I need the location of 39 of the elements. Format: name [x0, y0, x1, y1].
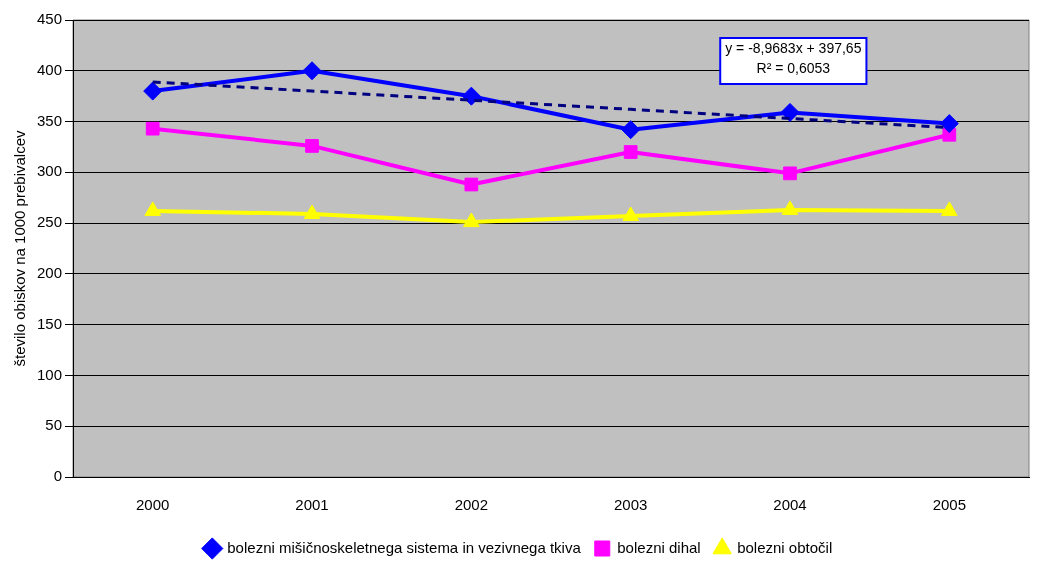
point — [461, 86, 481, 106]
x-tick-label: 2000 — [136, 496, 170, 514]
y-tick-label: 50 — [45, 416, 63, 434]
y-tick-label: 0 — [53, 467, 63, 485]
point — [780, 102, 800, 122]
point — [783, 166, 797, 181]
x-tick-label: 2003 — [613, 496, 648, 514]
point — [941, 201, 958, 216]
y-tick-label: 250 — [37, 213, 63, 231]
legend-label: bolezni obtočil — [737, 538, 833, 556]
legend-label: bolezni mišičnoskeletnega sistema in vezivnega tkiva — [227, 538, 582, 556]
point — [621, 120, 641, 140]
y-tick-label: 450 — [37, 10, 63, 28]
x-tick-label: 2004 — [773, 496, 807, 514]
y-tick-label: 300 — [37, 162, 63, 180]
point — [302, 61, 322, 81]
point — [303, 204, 321, 219]
y-tick-label: 150 — [37, 314, 63, 332]
annotation: R² = 0,6053 — [756, 59, 831, 76]
point — [305, 139, 319, 153]
legend-label: bolezni dihal — [617, 538, 701, 556]
point — [143, 81, 163, 101]
point — [145, 121, 160, 136]
point — [622, 206, 639, 221]
x-tick-label: 2001 — [295, 496, 329, 514]
point — [463, 212, 480, 228]
point — [144, 201, 161, 216]
y-tick-label: 350 — [37, 111, 63, 129]
x-tick-label: 2002 — [454, 496, 489, 514]
y-tick-label: 100 — [37, 365, 63, 383]
y-axis-title: število obiskov na 1000 prebivalcev — [11, 130, 29, 367]
annotation: y = -8,9683x + 397,65 — [725, 39, 862, 56]
y-tick-label: 200 — [37, 264, 63, 282]
point — [464, 177, 479, 192]
x-tick-label: 2005 — [932, 496, 967, 514]
point — [939, 114, 959, 134]
y-tick-label: 400 — [37, 60, 63, 78]
point — [623, 145, 638, 159]
point — [781, 200, 799, 215]
